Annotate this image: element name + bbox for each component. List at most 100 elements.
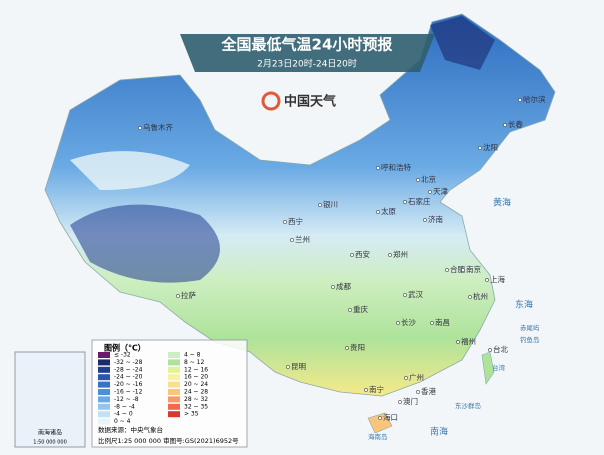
- logo-icon: [261, 91, 281, 111]
- city-dot: [430, 321, 434, 325]
- sea-label: 南海: [430, 426, 448, 438]
- legend-swatch: [98, 411, 110, 418]
- city-label: 上海: [490, 274, 505, 284]
- legend-label: -8 ~ -4: [114, 403, 135, 410]
- legend-label: -24 ~ -20: [114, 374, 143, 381]
- city-dot: [376, 166, 380, 170]
- source: 数据来源：中央气象台: [98, 425, 163, 434]
- mild-zone: [70, 151, 190, 190]
- island-label: 东沙群岛: [455, 401, 481, 410]
- city-dot: [318, 203, 322, 207]
- hainan: [367, 412, 393, 434]
- legend-label: -4 ~ 0: [114, 411, 133, 418]
- city-dot: [348, 308, 352, 312]
- city-label: 沈阳: [483, 142, 498, 152]
- city-dot: [423, 218, 427, 222]
- inset-title: 南海诸岛: [38, 429, 62, 437]
- city-dot: [503, 123, 507, 127]
- city-label: 广州: [409, 372, 424, 382]
- city-dot: [388, 253, 392, 257]
- city-label: 济南: [428, 214, 443, 224]
- legend-label: 4 ~ 8: [184, 352, 201, 359]
- city-label: 合肥: [450, 264, 465, 274]
- city-dot: [345, 346, 349, 350]
- island-label: 海南岛: [368, 432, 388, 441]
- city-label: 南京: [466, 264, 481, 274]
- city-dot: [283, 220, 287, 224]
- city-label: 重庆: [353, 304, 368, 314]
- cold-zone: [70, 204, 220, 283]
- inset-scale: 1:50 000 000: [33, 440, 67, 446]
- city-label: 西宁: [288, 216, 303, 226]
- legend-label: 8 ~ 12: [184, 359, 204, 366]
- city-dot: [350, 253, 354, 257]
- legend-swatch: [98, 374, 110, 381]
- city-dot: [456, 340, 460, 344]
- legend-swatch: [98, 396, 110, 403]
- legend-label: 20 ~ 24: [184, 381, 208, 388]
- city-label: 天津: [433, 187, 448, 196]
- legend-label: 24 ~ 28: [184, 389, 208, 396]
- city-label: 拉萨: [181, 290, 196, 300]
- legend-label: 16 ~ 20: [184, 374, 208, 381]
- legend-swatch: [168, 396, 180, 403]
- legend-swatch: [168, 374, 180, 381]
- island-label: 赤尾屿: [520, 323, 540, 332]
- island-label: 钓鱼岛: [520, 335, 540, 344]
- city-dot: [416, 390, 420, 394]
- city-label: 南昌: [435, 317, 450, 327]
- city-dot: [403, 293, 407, 297]
- island-label: 台湾: [492, 363, 506, 372]
- city-label: 西安: [355, 249, 370, 259]
- legend-label: 28 ~ 32: [184, 396, 208, 403]
- city-label: 长春: [508, 119, 523, 129]
- city-dot: [378, 416, 382, 420]
- legend-swatch: [168, 381, 180, 388]
- city-label: 海口: [383, 412, 398, 422]
- taiwan: [481, 351, 495, 385]
- legend-swatch: [98, 418, 110, 425]
- legend-swatch: [98, 366, 110, 373]
- legend-swatch: [168, 403, 180, 410]
- city-dot: [331, 285, 335, 289]
- city-dot: [176, 294, 180, 298]
- legend-swatch: [168, 366, 180, 373]
- city-label: 杭州: [473, 291, 488, 301]
- city-dot: [518, 98, 522, 102]
- city-dot: [286, 365, 290, 369]
- legend-swatch: [98, 403, 110, 410]
- city-label: 福州: [461, 337, 476, 346]
- city-label: 石家庄: [408, 196, 431, 206]
- city-dot: [428, 190, 432, 194]
- legend-label: -28 ~ -24: [114, 366, 143, 373]
- city-dot: [445, 268, 449, 272]
- legend-swatch: [168, 359, 180, 366]
- city-dot: [468, 295, 472, 299]
- legend-swatch: [168, 352, 180, 358]
- city-label: 哈尔滨: [523, 94, 546, 104]
- scale: 比例尺1:25 000 000 审图号:GS(2021)6952号: [98, 436, 239, 445]
- legend-swatch: [168, 411, 180, 418]
- city-dot: [403, 200, 407, 204]
- logo: 中国天气: [284, 94, 336, 110]
- city-label: 郑州: [393, 249, 408, 259]
- city-dot: [364, 388, 368, 392]
- legend-title: 图例（℃）: [104, 343, 146, 353]
- city-label: 北京: [421, 174, 436, 184]
- city-label: 武汉: [408, 289, 423, 299]
- legend-label: -32 ~ -28: [114, 359, 143, 366]
- city-label: 贵阳: [350, 342, 365, 352]
- city-dot: [398, 400, 402, 404]
- title: 全国最低气温24小时预报: [221, 36, 393, 54]
- legend-label: ≤ -32: [114, 352, 131, 359]
- city-dot: [478, 146, 482, 150]
- legend-swatch: [98, 389, 110, 395]
- city-label: 南宁: [369, 384, 384, 394]
- legend-label: 12 ~ 16: [184, 366, 208, 373]
- legend-label: -12 ~ -8: [114, 396, 139, 403]
- legend-swatch: [98, 352, 110, 358]
- legend-label: -20 ~ -16: [114, 381, 143, 388]
- title-banner: [180, 34, 435, 72]
- city-dot: [290, 238, 294, 242]
